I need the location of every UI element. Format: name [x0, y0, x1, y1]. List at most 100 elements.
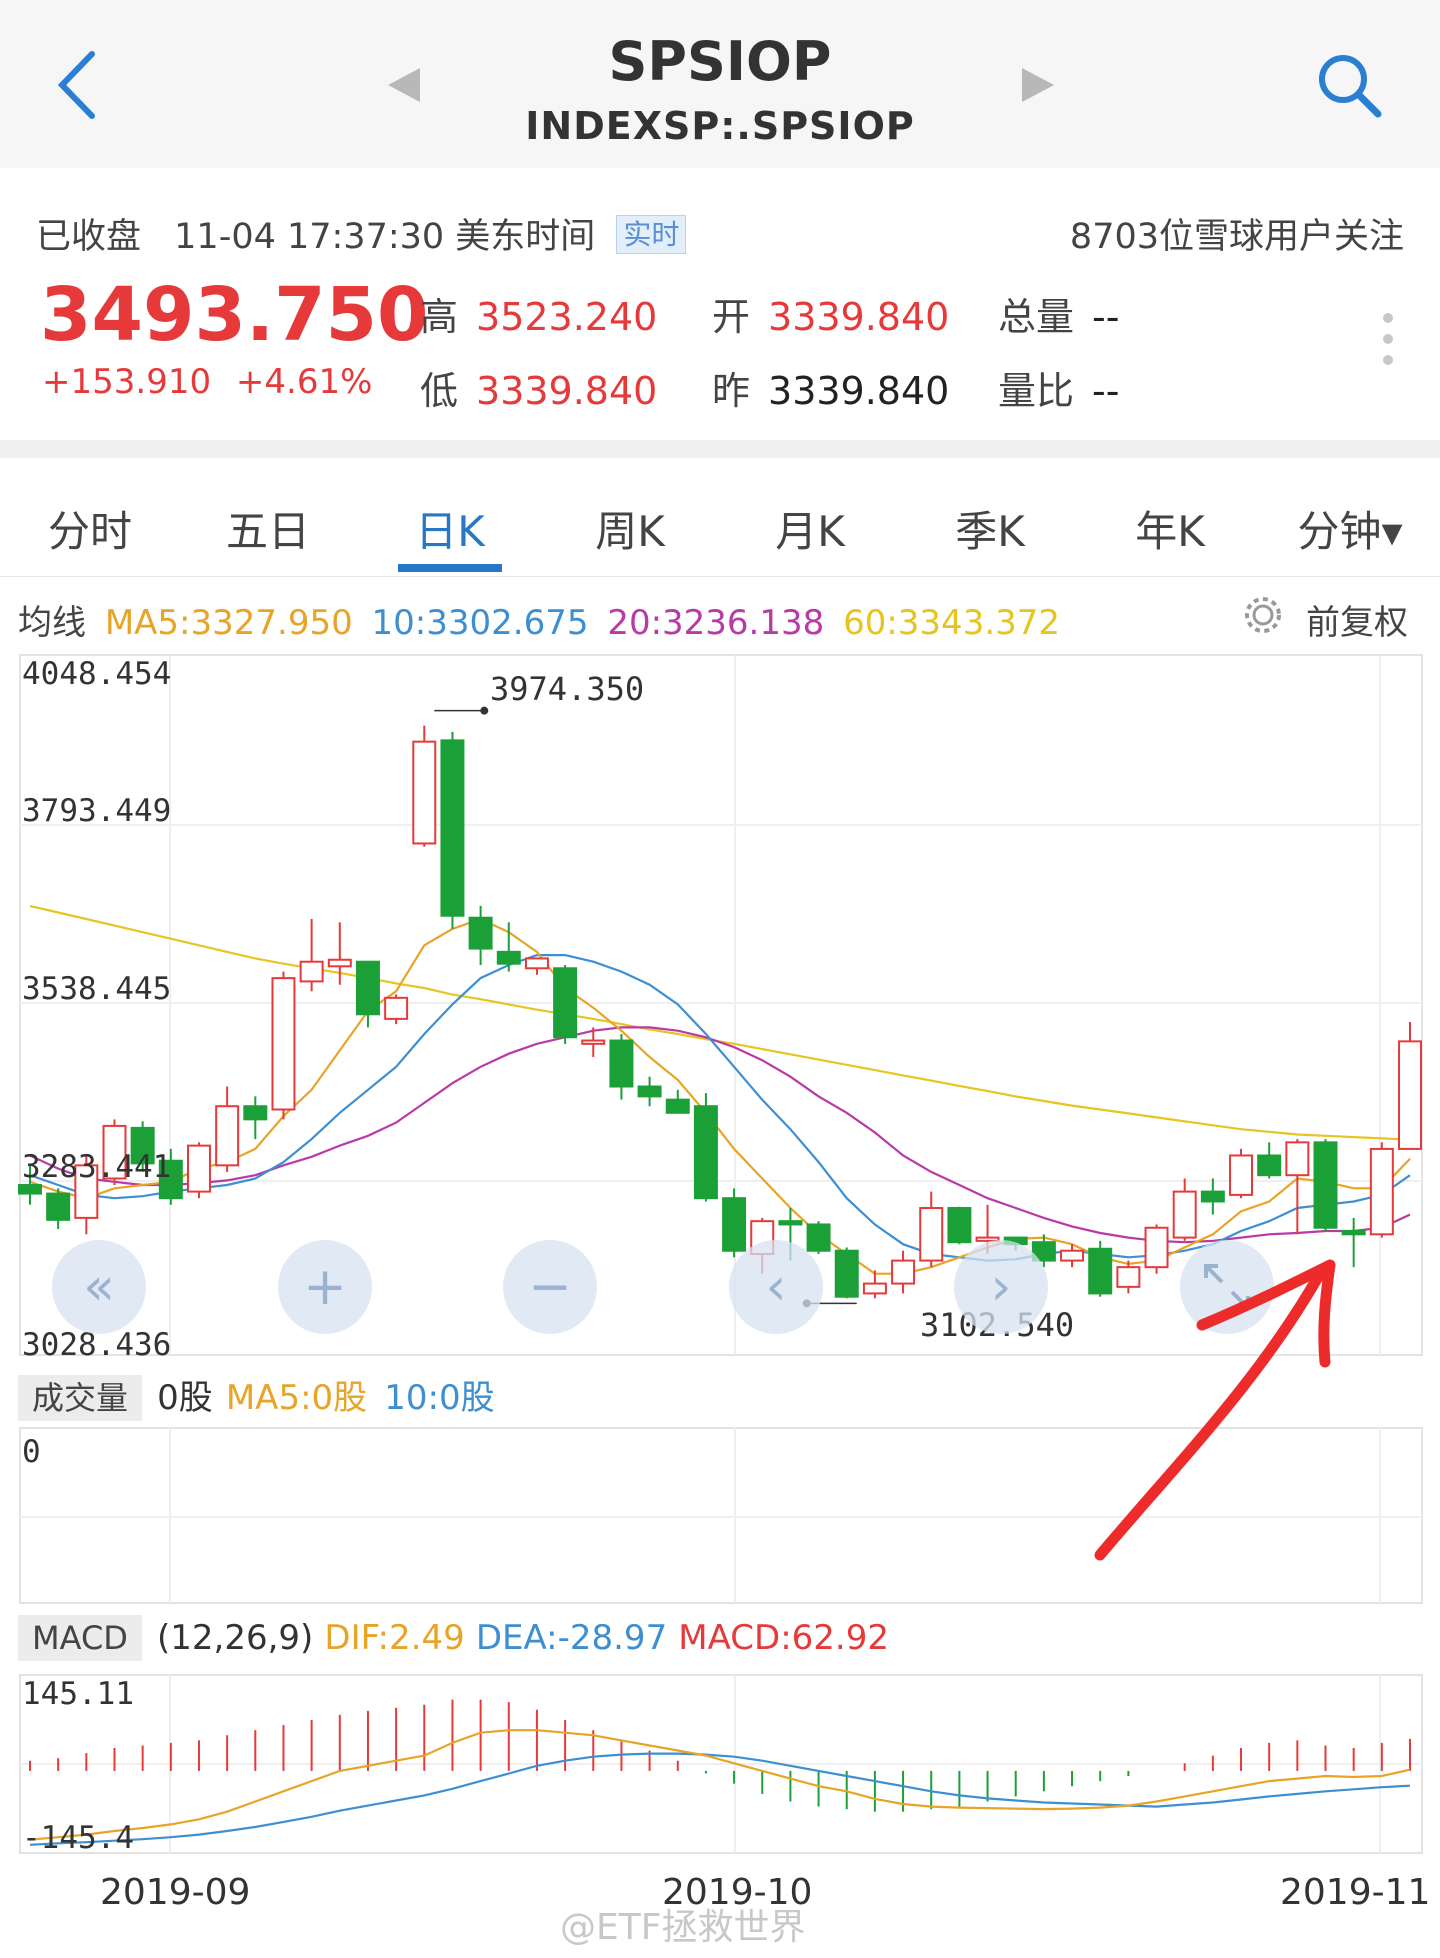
x-label-1: 2019-09: [100, 1872, 251, 1913]
watermark: @ETF拯救世界: [560, 1907, 806, 1948]
candle-body: [722, 1197, 747, 1252]
macd-y-bottom: -145.4: [22, 1820, 134, 1856]
page-subtitle: INDEXSP:.SPSIOP: [525, 104, 915, 148]
candle-body: [665, 1098, 690, 1114]
stat-value: --: [1092, 369, 1120, 413]
stat-label: 量比: [998, 369, 1075, 413]
volume-ma10: 10:0股: [384, 1378, 495, 1418]
settings-gear-icon[interactable]: [1242, 594, 1284, 636]
candle-body: [496, 950, 521, 965]
tab-2[interactable]: 日K: [415, 507, 485, 556]
candle-body: [609, 1039, 634, 1088]
section-divider: [0, 440, 1440, 458]
candle-body: [271, 977, 296, 1111]
plus-icon: +: [303, 1257, 347, 1317]
y-label-1: 4048.454: [22, 656, 172, 692]
scroll-left-button[interactable]: ‹: [729, 1240, 823, 1334]
candle-body: [581, 1039, 606, 1045]
candle-body: [1369, 1147, 1394, 1236]
candle-body: [834, 1249, 859, 1298]
candle-body: [215, 1105, 240, 1167]
scroll-left-fast-button[interactable]: «: [52, 1240, 146, 1334]
macd-panel: [19, 1674, 1423, 1854]
candle-body: [1229, 1154, 1254, 1196]
candle-body: [355, 960, 380, 1016]
zoom-out-button[interactable]: −: [503, 1240, 597, 1334]
stat-label: 昨: [712, 369, 751, 413]
search-icon[interactable]: [1316, 52, 1386, 118]
candle-body: [1341, 1230, 1366, 1236]
tab-5[interactable]: 季K: [955, 507, 1025, 556]
next-stock-icon[interactable]: [1020, 66, 1056, 104]
volume-legend: 成交量 0股 MA5:0股 10:0股: [18, 1370, 495, 1421]
realtime-badge: 实时: [616, 215, 687, 254]
tab-0[interactable]: 分时: [47, 507, 133, 556]
y-label-3: 3538.445: [22, 971, 172, 1007]
ma10-line: [29, 953, 1411, 1262]
y-label-4: 3283.441: [22, 1149, 172, 1185]
macd-tag[interactable]: MACD: [18, 1615, 142, 1661]
candle-body: [327, 958, 352, 968]
volume-ma5: MA5:0股: [225, 1378, 368, 1418]
macd-dif: DIF:2.49: [324, 1618, 465, 1658]
ma60-line: [29, 904, 1411, 1141]
tab-7[interactable]: 分钟▾: [1297, 507, 1403, 556]
candle-body: [1060, 1249, 1085, 1262]
prev-stock-icon[interactable]: [386, 66, 422, 104]
fullscreen-button[interactable]: [1180, 1240, 1274, 1334]
quote-panel: 已收盘 11-04 17:37:30 美东时间 实时 8703位雪球用户关注 3…: [0, 168, 1440, 440]
scroll-right-button[interactable]: ›: [954, 1240, 1048, 1334]
adjust-mode-button[interactable]: 前复权: [1306, 603, 1408, 643]
candle-body: [1200, 1190, 1225, 1203]
candle-body: [1313, 1141, 1338, 1229]
ma-legend-label: 均线: [18, 603, 86, 643]
more-icon[interactable]: [1383, 313, 1393, 365]
back-arrow-icon[interactable]: [52, 48, 102, 122]
stat-label: 高: [420, 295, 459, 339]
volume-tag[interactable]: 成交量: [18, 1375, 143, 1421]
period-tabs: 分时 五日 日K 周K 月K 季K 年K 分钟▾: [0, 458, 1440, 577]
high-marker-dot: [480, 706, 489, 715]
chevron-right-icon: ›: [990, 1257, 1012, 1317]
quote-datetime: 11-04 17:37:30 美东时间: [174, 217, 596, 257]
ma20-line: [29, 1026, 1411, 1244]
candle-body: [806, 1223, 831, 1252]
ma5-line: [29, 917, 1411, 1275]
tab-3[interactable]: 周K: [595, 507, 665, 556]
candle-body: [1285, 1141, 1310, 1177]
stat-value: 3339.840: [476, 369, 658, 413]
tab-6[interactable]: 年K: [1135, 507, 1205, 556]
candle-body: [693, 1105, 718, 1200]
current-price: 3493.750: [40, 272, 429, 358]
x-label-3: 2019-11: [1280, 1872, 1431, 1913]
candle-body: [299, 960, 324, 983]
x-label-2: 2019-10: [662, 1872, 813, 1913]
stat-1: 开 3339.840: [712, 286, 949, 341]
ma-legend: 均线 MA5:3327.950 10:3302.675 20:3236.138 …: [18, 595, 1060, 644]
nav-header: SPSIOP INDEXSP:.SPSIOP: [0, 0, 1440, 169]
double-chevron-left-icon: «: [83, 1257, 115, 1317]
candle-body: [1172, 1190, 1197, 1239]
tab-1[interactable]: 五日: [225, 507, 311, 556]
stat-2: 总量 --: [998, 286, 1119, 341]
minus-icon: −: [528, 1257, 572, 1317]
zoom-in-button[interactable]: +: [278, 1240, 372, 1334]
price-change: +153.910: [42, 362, 212, 402]
candle-body: [553, 967, 578, 1039]
stat-label: 开: [712, 295, 751, 339]
macd-dea: DEA:-28.97: [475, 1618, 668, 1658]
candle-body: [1144, 1226, 1169, 1269]
tab-4[interactable]: 月K: [775, 507, 845, 556]
ma10-value: 10:3302.675: [371, 603, 589, 643]
followers-count: 8703位雪球用户关注: [1069, 217, 1404, 257]
volume-panel: [19, 1427, 1423, 1604]
stat-5: 量比 --: [998, 360, 1119, 415]
candle-body: [468, 916, 493, 950]
candle-body: [1116, 1266, 1141, 1288]
candle-body: [18, 1184, 42, 1195]
stat-value: 3523.240: [476, 295, 658, 339]
macd-value: MACD:62.92: [678, 1618, 890, 1658]
macd-legend: MACD (12,26,9) DIF:2.49 DEA:-28.97 MACD:…: [18, 1615, 890, 1661]
candle-body: [919, 1207, 944, 1262]
candle-body: [186, 1144, 211, 1193]
